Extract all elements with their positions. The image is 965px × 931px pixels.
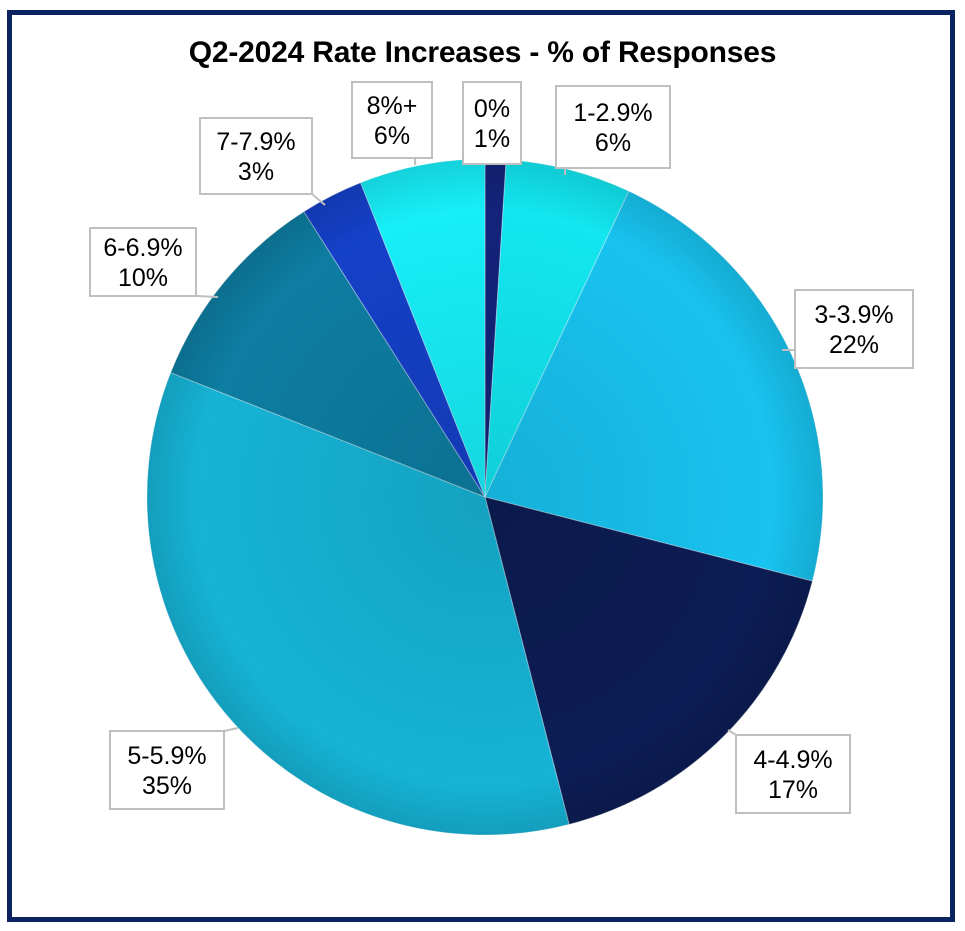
svg-text:1%: 1% (474, 125, 510, 153)
svg-text:3-3.9%: 3-3.9% (814, 301, 893, 329)
data-label-callout: 8%+6% (351, 81, 433, 165)
pie-shading (147, 159, 823, 835)
data-label-callout: 6-6.9%10% (89, 227, 219, 298)
data-label-callout: 1-2.9%6% (555, 85, 671, 175)
data-label-callout: 4-4.9%17% (727, 729, 851, 814)
svg-text:6%: 6% (595, 129, 631, 157)
svg-text:1-2.9%: 1-2.9% (573, 99, 652, 127)
svg-text:22%: 22% (829, 331, 879, 359)
data-labels: 0%1%1-2.9%6%3-3.9%22%4-4.9%17%5-5.9%35%6… (89, 81, 914, 814)
svg-text:8%+: 8%+ (367, 92, 418, 120)
svg-text:10%: 10% (118, 264, 168, 292)
svg-text:4-4.9%: 4-4.9% (753, 746, 832, 774)
svg-text:5-5.9%: 5-5.9% (127, 742, 206, 770)
data-label-callout: 7-7.9%3% (199, 117, 326, 206)
chart-title: Q2-2024 Rate Increases - % of Responses (188, 36, 777, 69)
svg-text:6%: 6% (374, 122, 410, 150)
data-label-callout: 3-3.9%22% (782, 289, 914, 369)
svg-text:17%: 17% (768, 776, 818, 804)
data-label-callout: 0%1% (462, 81, 522, 165)
svg-text:7-7.9%: 7-7.9% (216, 128, 295, 156)
svg-text:6-6.9%: 6-6.9% (103, 234, 182, 262)
svg-text:3%: 3% (238, 158, 274, 186)
svg-text:35%: 35% (142, 772, 192, 800)
svg-text:0%: 0% (474, 95, 510, 123)
data-label-callout: 5-5.9%35% (109, 727, 239, 810)
